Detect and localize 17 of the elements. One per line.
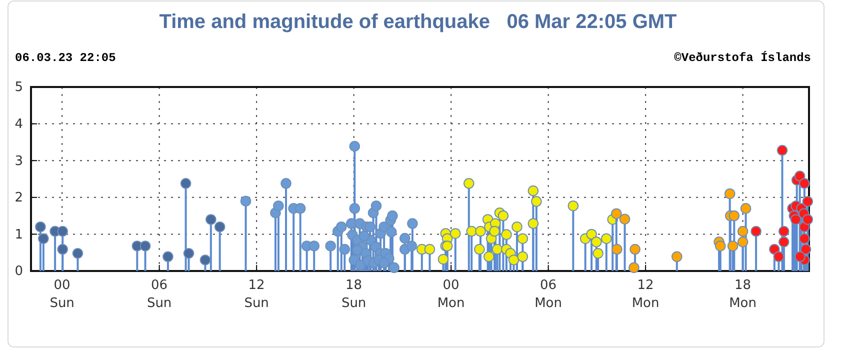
x-tick-label: 18 Sun xyxy=(341,278,366,311)
y-tick-label: 4 xyxy=(14,116,23,132)
chart-title: Time and magnitude of earthquake 06 Mar 22:05 GMT xyxy=(159,11,677,33)
y-tick-label: 0 xyxy=(14,264,23,280)
y-tick-label: 5 xyxy=(14,80,23,96)
y-tick-label: 2 xyxy=(14,190,23,206)
text: 06.03.23 22:05 xyxy=(15,51,116,65)
x-tick-label: 00 Mon xyxy=(437,278,465,311)
y-tick-label: 3 xyxy=(14,154,23,169)
text: ©Veðurstofa Íslands xyxy=(674,51,811,65)
x-tick-label: 06 Mon xyxy=(534,278,562,311)
x-tick-label: 18 Mon xyxy=(729,278,757,311)
y-tick-label: 1 xyxy=(14,227,23,242)
x-tick-label: 00 Sun xyxy=(50,278,74,311)
x-tick-label: 12 Mon xyxy=(632,278,660,311)
x-tick-label: 06 Sun xyxy=(146,278,172,311)
x-tick-label: 12 Sun xyxy=(244,278,269,311)
